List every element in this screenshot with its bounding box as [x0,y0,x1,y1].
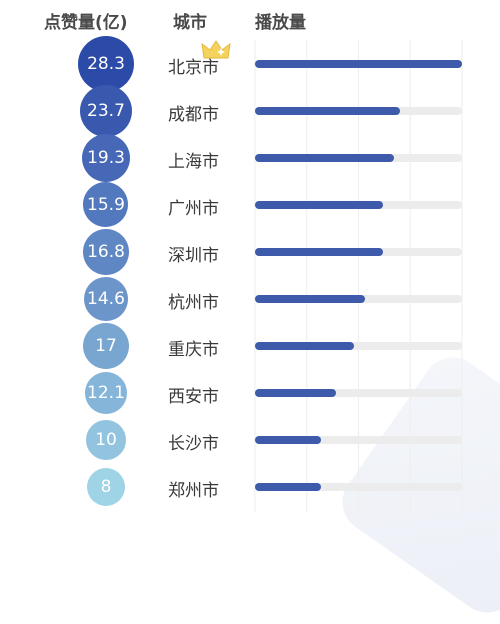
city-label: 杭州市 [168,293,219,313]
chart-gridlines [254,40,463,512]
likes-bubble: 15.9 [83,182,129,228]
city-label: 深圳市 [168,246,219,266]
likes-bubble: 19.3 [81,133,130,182]
play-bar [255,154,394,162]
play-bar [255,201,384,209]
header-city: 城市 [173,13,207,33]
city-label: 郑州市 [168,481,219,501]
city-label: 广州市 [168,199,219,219]
header-play: 播放量 [255,13,306,33]
play-bar [255,342,355,350]
play-bar [255,389,336,397]
play-bar-track [255,389,462,397]
likes-bubble: 10 [86,420,126,460]
city-label: 成都市 [168,105,219,125]
likes-bubble: 28.3 [78,36,134,92]
play-bar [255,436,322,444]
play-bar [255,248,384,256]
city-label: 北京市 [168,58,219,78]
likes-bubble: 8 [87,468,125,506]
play-bar-track [255,295,462,303]
play-bar-track [255,60,462,68]
likes-bubble: 23.7 [80,85,132,137]
play-bar [255,107,400,115]
play-bar [255,60,462,68]
play-bar-track [255,107,462,115]
crown-icon [201,40,231,59]
header-likes: 点赞量(亿) [44,13,128,33]
play-bar [255,295,365,303]
city-label: 重庆市 [168,340,219,360]
likes-bubble: 12.1 [85,372,127,414]
play-bar-track [255,436,462,444]
city-label: 长沙市 [168,434,219,454]
likes-bubble: 17 [83,323,129,369]
likes-bubble: 16.8 [83,229,129,275]
play-bar-track [255,342,462,350]
play-bar-track [255,201,462,209]
play-bar [255,483,322,491]
likes-bubble: 14.6 [84,277,128,321]
play-bar-track [255,483,462,491]
play-bar-track [255,248,462,256]
city-label: 西安市 [168,387,219,407]
city-label: 上海市 [168,152,219,172]
play-bar-track [255,154,462,162]
